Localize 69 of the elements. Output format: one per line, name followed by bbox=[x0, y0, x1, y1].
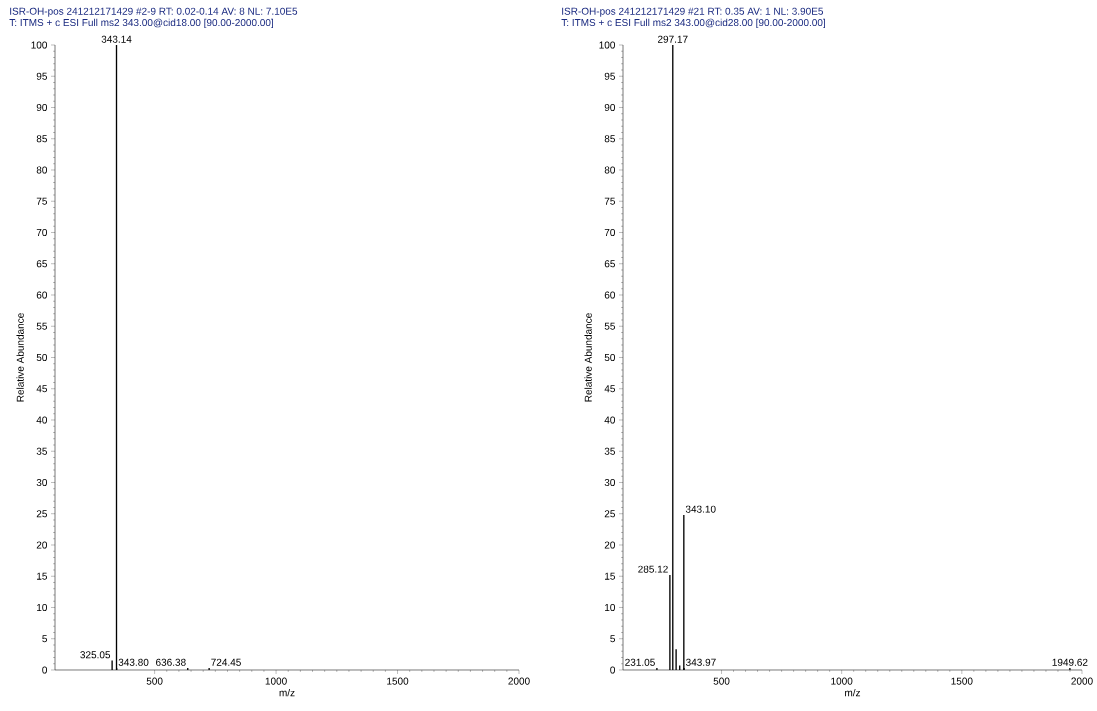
x-tick-label: 2000 bbox=[1071, 677, 1093, 685]
y-tick-label: 15 bbox=[605, 572, 615, 580]
y-tick-label: 95 bbox=[604, 72, 615, 80]
x-tick-label: 1500 bbox=[951, 677, 973, 685]
x-tick-label: 2000 bbox=[508, 677, 530, 685]
y-tick-label: 90 bbox=[36, 103, 48, 112]
annotation: 343.80 bbox=[118, 658, 149, 666]
annotation: 1949.62 bbox=[1052, 658, 1088, 666]
y-tick-label: 75 bbox=[36, 197, 47, 205]
y-tick-label: 25 bbox=[36, 510, 47, 518]
y-tick-label: 75 bbox=[604, 197, 615, 205]
y-tick-label: 45 bbox=[36, 385, 47, 393]
annotation: 325.05 bbox=[80, 651, 111, 659]
y-tick-label: 20 bbox=[36, 541, 48, 549]
y-axis-title: Relative Abundance bbox=[584, 313, 592, 402]
y-tick-label: 35 bbox=[36, 447, 47, 455]
y-tick-label: 0 bbox=[610, 666, 616, 674]
annotation: 343.97 bbox=[686, 658, 716, 666]
x-axis-title: m/z bbox=[845, 688, 861, 697]
annotation: 297.17 bbox=[658, 35, 688, 43]
annotation: 231.05 bbox=[625, 658, 655, 666]
annotation: 343.10 bbox=[685, 505, 716, 513]
y-tick-label: 55 bbox=[36, 322, 47, 330]
x-axis-title: m/z bbox=[279, 688, 295, 697]
y-tick-label: 80 bbox=[36, 166, 48, 174]
annotation: 724.45 bbox=[211, 658, 241, 666]
y-tick-label: 95 bbox=[36, 72, 47, 80]
x-tick-label: 500 bbox=[713, 677, 730, 685]
y-tick-label: 85 bbox=[604, 135, 615, 143]
y-tick-label: 70 bbox=[604, 228, 616, 237]
y-tick-label: 60 bbox=[36, 291, 48, 299]
x-tick-label: 500 bbox=[146, 677, 163, 685]
y-tick-label: 50 bbox=[604, 353, 616, 362]
y-tick-label: 45 bbox=[604, 385, 615, 393]
y-tick-label: 85 bbox=[36, 135, 47, 143]
x-tick-label: 1500 bbox=[387, 677, 409, 685]
x-tick-label: 1000 bbox=[831, 677, 853, 685]
y-tick-label: 65 bbox=[604, 260, 615, 268]
y-tick-label: 70 bbox=[36, 228, 48, 237]
y-tick-label: 20 bbox=[604, 541, 616, 549]
y-tick-label: 5 bbox=[42, 635, 47, 643]
y-tick-label: 50 bbox=[36, 353, 48, 362]
y-tick-label: 55 bbox=[604, 322, 615, 330]
y-tick-label: 15 bbox=[37, 572, 47, 580]
chart-title: ISR-OH-pos 241212171429 #21 RT: 0.35 AV: 1 NL: 3.90E5 bbox=[562, 7, 824, 17]
annotation: 285.12 bbox=[638, 565, 668, 573]
y-tick-label: 0 bbox=[42, 666, 48, 674]
y-axis-title: Relative Abundance bbox=[16, 313, 24, 402]
chart-title: ISR-OH-pos 241212171429 #2-9 RT: 0.02-0.14 AV: 8 NL: 7.10E5 bbox=[10, 7, 298, 17]
annotation: 343.14 bbox=[101, 35, 132, 43]
chart-subtitle: T: ITMS + c ESI Full ms2 343.00@cid18.00 [90.00-2000.00] bbox=[9, 18, 273, 29]
y-tick-label: 40 bbox=[36, 416, 48, 424]
x-tick-label: 1000 bbox=[265, 677, 287, 685]
y-tick-label: 60 bbox=[604, 291, 616, 299]
y-tick-label: 100 bbox=[599, 41, 615, 49]
y-tick-label: 100 bbox=[31, 41, 48, 49]
y-tick-label: 10 bbox=[605, 603, 616, 612]
chart-subtitle: T: ITMS + c ESI Full ms2 343.00@cid28.00 [90.00-2000.00] bbox=[561, 18, 825, 29]
y-tick-label: 80 bbox=[604, 166, 616, 174]
annotation: 636.38 bbox=[156, 658, 186, 666]
y-tick-label: 10 bbox=[37, 603, 48, 612]
y-tick-label: 30 bbox=[604, 478, 616, 487]
y-tick-label: 90 bbox=[604, 103, 616, 112]
y-tick-label: 30 bbox=[36, 478, 48, 487]
y-tick-label: 40 bbox=[604, 416, 616, 424]
y-tick-label: 5 bbox=[610, 635, 615, 643]
y-tick-label: 25 bbox=[604, 510, 615, 518]
y-tick-label: 65 bbox=[36, 260, 47, 268]
y-tick-label: 35 bbox=[604, 447, 615, 455]
